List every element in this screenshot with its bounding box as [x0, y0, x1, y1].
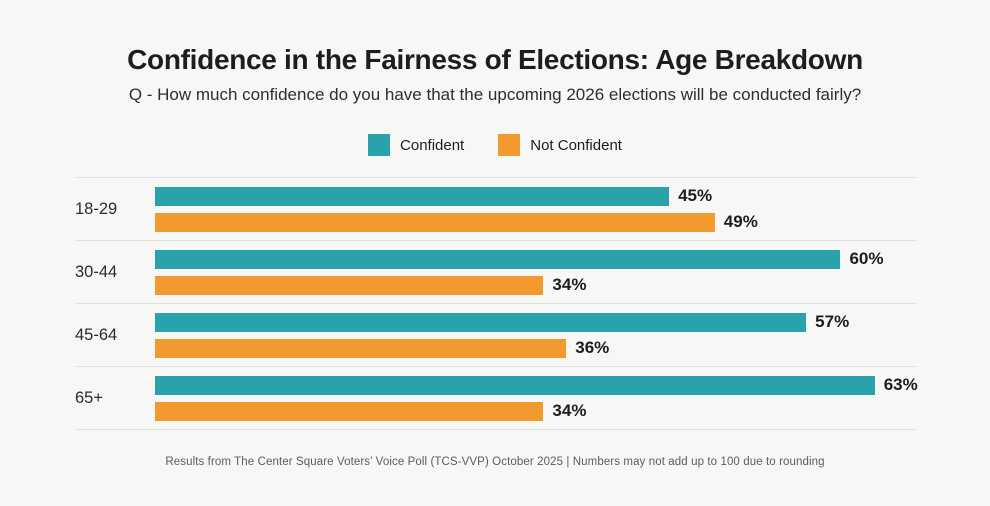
confident-bar — [155, 312, 807, 332]
chart-title: Confidence in the Fairness of Elections:… — [127, 44, 863, 75]
confident-bar — [155, 375, 875, 395]
not-confident-value-label: 36% — [575, 338, 610, 357]
bar-group: 60% 34% — [155, 249, 917, 295]
legend-swatch-not-confident — [498, 134, 521, 156]
confident-value-label: 57% — [815, 312, 850, 331]
bar-line-not-confident: 36% — [155, 338, 917, 358]
legend-swatch-confident — [368, 134, 391, 156]
bar-line-not-confident: 49% — [155, 212, 917, 232]
source-footnote: Results from The Center Square Voters’ V… — [165, 456, 825, 468]
not-confident-value-label: 49% — [723, 212, 758, 231]
not-confident-value-label: 34% — [552, 275, 587, 294]
bar-line-confident: 60% — [155, 249, 917, 269]
bar-group: 57% 36% — [155, 312, 917, 358]
confident-bar — [155, 249, 841, 269]
not-confident-bar — [155, 212, 715, 232]
legend-label-confident: Confident — [400, 136, 465, 154]
age-group-label: 18-29 — [75, 199, 118, 218]
not-confident-bar — [155, 275, 544, 295]
bar-line-not-confident: 34% — [155, 275, 917, 295]
not-confident-bar — [155, 338, 567, 358]
legend-item-not-confident: Not Confident — [498, 134, 622, 156]
chart-legend: Confident Not Confident — [0, 134, 990, 156]
age-group-label: 45-64 — [75, 325, 118, 344]
chart-subtitle: Q - How much confidence do you have that… — [128, 85, 862, 104]
bar-chart: 18-29 45% 49% 30-44 60% — [75, 177, 918, 430]
confident-value-label: 63% — [883, 375, 918, 394]
age-group-label: 65+ — [75, 388, 103, 407]
confident-bar — [155, 186, 670, 206]
bar-line-not-confident: 34% — [155, 401, 917, 421]
bar-group: 63% 34% — [155, 375, 918, 421]
bar-group: 45% 49% — [155, 186, 917, 232]
confident-value-label: 45% — [678, 186, 713, 205]
age-row-18-29: 18-29 45% 49% — [75, 177, 917, 240]
confident-value-label: 60% — [849, 249, 884, 268]
age-row-45-64: 45-64 57% 36% — [75, 303, 917, 366]
not-confident-value-label: 34% — [552, 401, 587, 420]
bar-line-confident: 57% — [155, 312, 917, 332]
chart-bottom-divider — [75, 429, 917, 430]
age-row-30-44: 30-44 60% 34% — [75, 240, 917, 303]
age-row-65-plus: 65+ 63% 34% — [75, 366, 918, 429]
age-group-label: 30-44 — [75, 262, 118, 281]
legend-item-confident: Confident — [368, 134, 464, 156]
legend-label-not-confident: Not Confident — [530, 136, 622, 154]
bar-line-confident: 45% — [155, 186, 917, 206]
not-confident-bar — [155, 401, 544, 421]
bar-line-confident: 63% — [155, 375, 918, 395]
